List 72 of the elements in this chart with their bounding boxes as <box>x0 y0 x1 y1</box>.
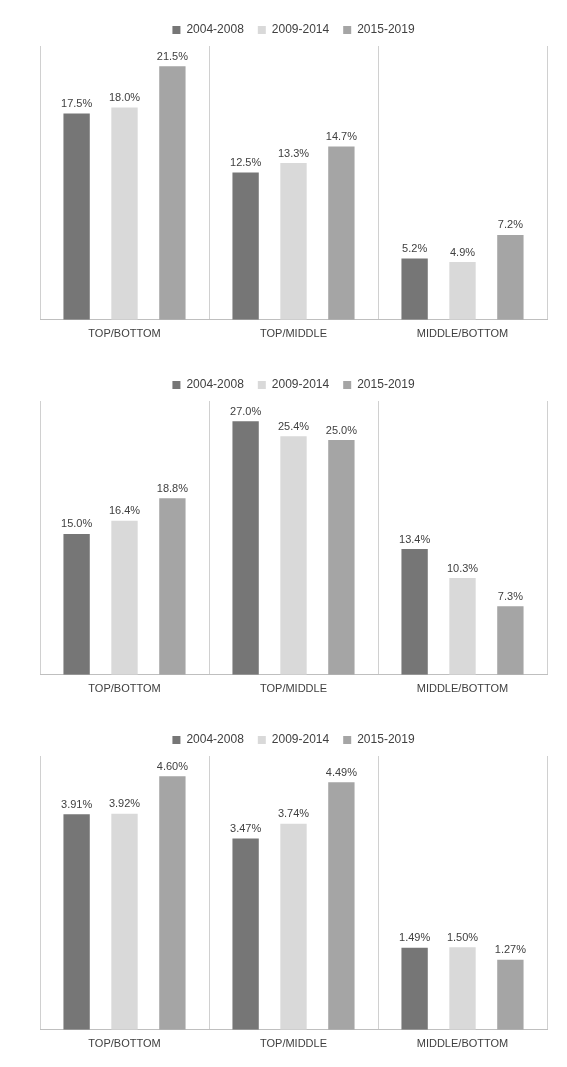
x-tick-label: TOP/BOTTOM <box>88 327 161 340</box>
bar <box>111 107 138 320</box>
bar <box>449 947 476 1030</box>
data-label: 3.74% <box>277 807 310 820</box>
bar <box>159 776 186 1030</box>
x-tick-label: TOP/MIDDLE <box>259 682 328 695</box>
bar <box>159 66 186 320</box>
bar <box>63 113 90 320</box>
x-tick-label: MIDDLE/BOTTOM <box>416 327 509 340</box>
bar <box>328 146 355 320</box>
legend-label: 2004-2008 <box>186 22 245 37</box>
bar <box>497 234 524 320</box>
bar <box>280 823 307 1030</box>
data-label: 4.9% <box>449 245 476 258</box>
data-label: 4.60% <box>156 759 189 772</box>
bar <box>449 262 476 320</box>
legend-label: 2015-2019 <box>357 22 415 37</box>
bar <box>280 436 307 675</box>
data-label: 3.91% <box>61 797 93 810</box>
bar <box>328 440 355 675</box>
data-label: 16.4% <box>108 504 141 517</box>
bar <box>497 606 524 675</box>
data-label: 7.3% <box>497 589 524 602</box>
x-tick-label: MIDDLE/BOTTOM <box>416 1037 509 1050</box>
bar <box>111 520 138 675</box>
data-label: 18.0% <box>108 91 141 104</box>
data-label: 17.5% <box>61 96 93 109</box>
data-label: 1.50% <box>446 930 479 943</box>
data-label: 3.47% <box>230 822 262 835</box>
data-label: 5.2% <box>402 242 428 255</box>
data-label: 1.27% <box>494 943 527 956</box>
data-label: 18.8% <box>156 481 189 494</box>
bar <box>232 172 259 320</box>
x-tick-label: TOP/BOTTOM <box>88 682 161 695</box>
bar <box>280 162 307 320</box>
bar <box>63 814 90 1030</box>
data-label: 14.7% <box>325 130 358 142</box>
data-label: 25.0% <box>325 423 358 436</box>
data-label: 10.3% <box>446 561 479 574</box>
bar <box>232 838 259 1030</box>
x-tick-label: TOP/BOTTOM <box>88 1037 161 1050</box>
bar <box>449 578 476 675</box>
x-tick-label: MIDDLE/BOTTOM <box>416 682 509 695</box>
legend-label: 2015-2019 <box>357 732 415 747</box>
bar <box>63 533 90 675</box>
data-label: 4.49% <box>325 765 358 778</box>
bar <box>111 813 138 1030</box>
bar <box>401 548 428 675</box>
data-label: 15.0% <box>61 517 93 530</box>
bar <box>401 258 428 320</box>
legend-label: 2009-2014 <box>271 732 330 747</box>
data-label: 25.4% <box>277 419 310 432</box>
legend-label: 2009-2014 <box>271 377 330 392</box>
bar <box>497 959 524 1030</box>
data-label: 7.2% <box>497 218 524 231</box>
bar <box>232 421 259 675</box>
data-label: 27.0% <box>230 404 262 417</box>
data-label: 12.5% <box>230 155 262 168</box>
bar <box>328 782 355 1030</box>
bar <box>159 498 186 675</box>
legend-label: 2009-2014 <box>271 22 330 37</box>
data-label: 3.92% <box>108 797 141 810</box>
x-tick-label: TOP/MIDDLE <box>259 327 328 340</box>
x-tick-label: TOP/MIDDLE <box>259 1037 328 1050</box>
bar <box>401 947 428 1030</box>
legend-label: 2004-2008 <box>186 377 245 392</box>
data-label: 13.4% <box>399 532 431 545</box>
legend-label: 2015-2019 <box>357 377 415 392</box>
data-label: 13.3% <box>277 146 310 159</box>
data-label: 1.49% <box>399 931 431 944</box>
legend-label: 2004-2008 <box>186 732 245 747</box>
data-label: 21.5% <box>156 49 189 62</box>
